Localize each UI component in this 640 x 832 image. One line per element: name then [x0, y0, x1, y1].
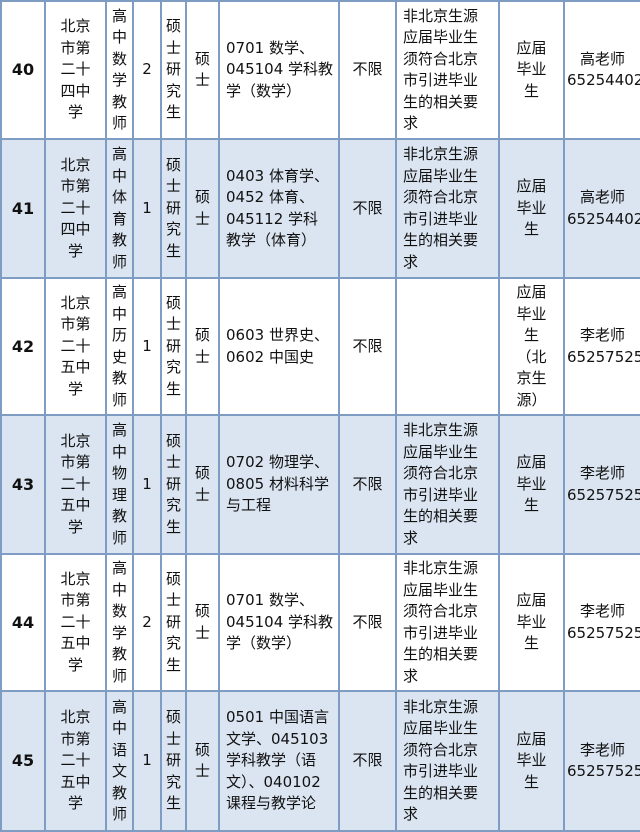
- position-name: 高 中 历 史 教 师: [105, 277, 134, 416]
- age-requirement: 不限: [338, 690, 397, 832]
- age-requirement: 不限: [338, 277, 397, 416]
- position-name: 高 中 语 文 教 师: [105, 690, 134, 832]
- row-number: 43: [0, 414, 46, 555]
- age-requirement: 不限: [338, 414, 397, 555]
- major-requirement: 0603 世界史、 0602 中国史: [218, 277, 340, 416]
- degree-requirement: 硕 士: [185, 277, 220, 416]
- headcount: 1: [132, 277, 162, 416]
- headcount: 1: [132, 690, 162, 832]
- other-requirement: [395, 277, 500, 416]
- headcount: 2: [132, 553, 162, 692]
- education-requirement: 硕 士 研 究 生: [160, 138, 187, 279]
- candidate-source: 应届 毕业 生: [498, 138, 565, 279]
- row-number: 42: [0, 277, 46, 416]
- school-name: 北京 市第 二十 四中 学: [44, 138, 107, 279]
- school-name: 北京 市第 二十 五中 学: [44, 553, 107, 692]
- position-name: 高 中 体 育 教 师: [105, 138, 134, 279]
- major-requirement: 0701 数学、 045104 学科教 学（数学）: [218, 0, 340, 140]
- contact-info: 李老师 65257525: [563, 414, 640, 555]
- candidate-source: 应届 毕业 生: [498, 553, 565, 692]
- major-requirement: 0701 数学、 045104 学科教 学（数学）: [218, 553, 340, 692]
- position-name: 高 中 物 理 教 师: [105, 414, 134, 555]
- school-name: 北京 市第 二十 五中 学: [44, 690, 107, 832]
- other-requirement: 非北京生源 应届毕业生 须符合北京 市引进毕业 生的相关要 求: [395, 690, 500, 832]
- degree-requirement: 硕 士: [185, 414, 220, 555]
- education-requirement: 硕 士 研 究 生: [160, 553, 187, 692]
- contact-info: 李老师 65257525: [563, 277, 640, 416]
- school-name: 北京 市第 二十 五中 学: [44, 277, 107, 416]
- other-requirement: 非北京生源 应届毕业生 须符合北京 市引进毕业 生的相关要 求: [395, 414, 500, 555]
- candidate-source: 应届 毕业 生: [498, 414, 565, 555]
- row-number: 44: [0, 553, 46, 692]
- major-requirement: 0702 物理学、 0805 材料科学 与工程: [218, 414, 340, 555]
- row-number: 40: [0, 0, 46, 140]
- major-requirement: 0403 体育学、 0452 体育、 045112 学科 教学（体育）: [218, 138, 340, 279]
- major-requirement: 0501 中国语言 文学、045103 学科教学（语 文）、040102 课程与…: [218, 690, 340, 832]
- contact-info: 高老师 65254402: [563, 0, 640, 140]
- other-requirement: 非北京生源 应届毕业生 须符合北京 市引进毕业 生的相关要 求: [395, 553, 500, 692]
- age-requirement: 不限: [338, 0, 397, 140]
- position-name: 高 中 数 学 教 师: [105, 553, 134, 692]
- row-number: 45: [0, 690, 46, 832]
- age-requirement: 不限: [338, 138, 397, 279]
- degree-requirement: 硕 士: [185, 138, 220, 279]
- candidate-source: 应届 毕业 生: [498, 690, 565, 832]
- age-requirement: 不限: [338, 553, 397, 692]
- school-name: 北京 市第 二十 五中 学: [44, 414, 107, 555]
- headcount: 2: [132, 0, 162, 140]
- education-requirement: 硕 士 研 究 生: [160, 414, 187, 555]
- candidate-source: 应届 毕业 生: [498, 0, 565, 140]
- education-requirement: 硕 士 研 究 生: [160, 0, 187, 140]
- contact-info: 高老师 65254402: [563, 138, 640, 279]
- degree-requirement: 硕 士: [185, 553, 220, 692]
- education-requirement: 硕 士 研 究 生: [160, 690, 187, 832]
- degree-requirement: 硕 士: [185, 690, 220, 832]
- headcount: 1: [132, 138, 162, 279]
- candidate-source: 应届 毕业 生 （北 京生 源）: [498, 277, 565, 416]
- contact-info: 李老师 65257525: [563, 690, 640, 832]
- other-requirement: 非北京生源 应届毕业生 须符合北京 市引进毕业 生的相关要 求: [395, 138, 500, 279]
- contact-info: 李老师 65257525: [563, 553, 640, 692]
- education-requirement: 硕 士 研 究 生: [160, 277, 187, 416]
- other-requirement: 非北京生源 应届毕业生 须符合北京 市引进毕业 生的相关要 求: [395, 0, 500, 140]
- degree-requirement: 硕 士: [185, 0, 220, 140]
- row-number: 41: [0, 138, 46, 279]
- position-name: 高 中 数 学 教 师: [105, 0, 134, 140]
- school-name: 北京 市第 二十 四中 学: [44, 0, 107, 140]
- headcount: 1: [132, 414, 162, 555]
